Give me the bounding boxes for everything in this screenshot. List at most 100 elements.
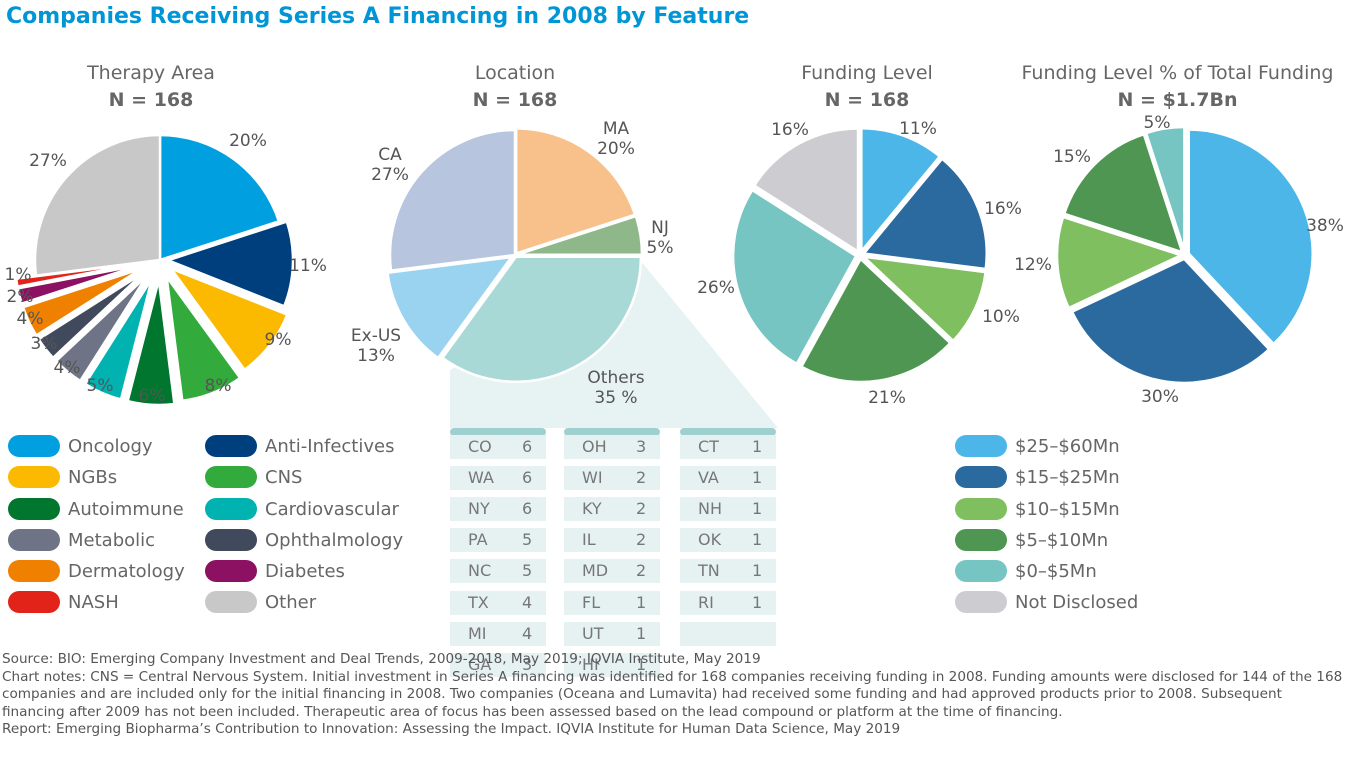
state-count: 1 xyxy=(752,530,763,550)
state-row: WI 2 xyxy=(564,466,660,491)
therapy-legend-item: Metabolic xyxy=(8,529,155,551)
state-name: TX xyxy=(468,592,489,612)
therapy-legend-swatch xyxy=(205,529,257,551)
state-name: KY xyxy=(582,499,602,519)
pie-slice-funding-total-4 xyxy=(1144,125,1186,252)
pie-slice-therapy-5 xyxy=(83,277,154,401)
therapy-legend-label: Oncology xyxy=(68,435,153,457)
pie-slice-therapy-0 xyxy=(158,133,281,262)
slice-label-therapy-5: 5% xyxy=(87,376,114,396)
therapy-legend-label: Metabolic xyxy=(68,529,156,551)
state-name: NY xyxy=(468,499,490,519)
slice-label-therapy-8: 4% xyxy=(17,309,44,329)
therapy-legend-item: NASH xyxy=(8,591,119,613)
footer-source: Source: BIO: Emerging Company Investment… xyxy=(2,651,761,667)
pie-slice-therapy-1 xyxy=(164,220,295,308)
therapy-legend-item: Anti-Infectives xyxy=(205,435,394,457)
state-row: HI 1 xyxy=(564,652,660,677)
therapy-legend-item: Autoimmune xyxy=(8,498,184,520)
state-count: 3 xyxy=(636,437,647,456)
slice-name-location-3: Ex-US xyxy=(351,326,401,346)
state-count: 6 xyxy=(522,437,533,456)
pie-slice-therapy-3 xyxy=(165,276,242,403)
pie-slice-funding-3 xyxy=(799,256,953,384)
therapy-legend-item: Diabetes xyxy=(205,560,345,582)
funding-legend-swatch xyxy=(955,560,1007,582)
therapy-legend-label: Dermatology xyxy=(68,560,185,582)
state-count: 2 xyxy=(636,561,647,581)
state-count: 6 xyxy=(522,499,533,519)
chart-title-location: Location xyxy=(474,62,556,84)
therapy-legend-label: Autoimmune xyxy=(68,498,184,520)
states-column-cap xyxy=(450,428,546,436)
slice-label-funding-1: 16% xyxy=(984,199,1022,219)
therapy-legend-swatch xyxy=(8,529,60,551)
state-name: VA xyxy=(698,468,719,488)
pie-slice-therapy-9 xyxy=(16,263,142,306)
chart-n-funding-total: N = $1.7Bn xyxy=(1117,89,1238,111)
funding-legend-item: $25–$60Mn xyxy=(955,435,1120,457)
state-name: IL xyxy=(582,530,596,550)
state-name: NH xyxy=(698,499,722,519)
chart-title-therapy: Therapy Area xyxy=(87,62,215,84)
state-count: 2 xyxy=(636,468,647,488)
state-row xyxy=(680,621,776,646)
slice-label-therapy-4: 6% xyxy=(139,386,166,406)
state-name: NC xyxy=(468,561,492,581)
state-count: 1 xyxy=(636,592,647,612)
therapy-legend-item: Dermatology xyxy=(8,560,185,582)
therapy-legend-swatch xyxy=(205,498,257,520)
slice-label-funding-total-3: 15% xyxy=(1053,147,1091,167)
state-name: OK xyxy=(698,530,722,550)
slice-label-therapy-11: 27% xyxy=(29,151,67,171)
state-count: 2 xyxy=(636,499,647,519)
pie-slice-funding-total-0 xyxy=(1187,128,1314,346)
pie-slice-location-2 xyxy=(440,255,643,383)
slice-name-location-4: CA xyxy=(378,145,402,165)
therapy-legend-label: Ophthalmology xyxy=(265,529,404,551)
pie-slice-location-1 xyxy=(516,214,644,256)
state-name: CO xyxy=(468,437,492,456)
therapy-legend-item: Ophthalmology xyxy=(205,529,403,551)
chart-n-location: N = 168 xyxy=(472,89,558,111)
state-count: 6 xyxy=(522,468,533,488)
therapy-legend-label: NASH xyxy=(68,591,119,613)
pie-slice-location-0 xyxy=(514,127,637,256)
state-count: 4 xyxy=(522,592,533,612)
therapy-legend-label: CNS xyxy=(265,466,303,488)
state-row: TN 1 xyxy=(680,559,776,584)
state-count: 2 xyxy=(636,530,647,550)
funding-legend-label: $25–$60Mn xyxy=(1015,435,1120,457)
therapy-legend-swatch xyxy=(8,498,60,520)
therapy-legend-swatch xyxy=(8,466,60,488)
pie-slice-therapy-6 xyxy=(54,274,149,383)
funding-legend-label: Not Disclosed xyxy=(1015,591,1139,613)
funding-legend-label: $10–$15Mn xyxy=(1015,498,1120,520)
therapy-legend-swatch xyxy=(205,560,257,582)
charts-canvas: 20%11%9%8%6%5%4%3%4%2%1%27%MA20%NJ5%Othe… xyxy=(5,113,1344,428)
state-row: CO 6 xyxy=(450,435,546,459)
slice-label-funding-3: 21% xyxy=(868,388,906,408)
state-count: 1 xyxy=(752,561,763,581)
state-row: CT 1 xyxy=(680,435,776,459)
slice-label-therapy-2: 9% xyxy=(265,330,292,350)
others-zoom-area xyxy=(450,260,778,428)
slice-label-funding-total-0: 38% xyxy=(1306,216,1344,236)
slice-label-funding-2: 10% xyxy=(982,307,1020,327)
slice-label-location-3: 13% xyxy=(357,346,395,366)
funding-legend-swatch xyxy=(955,498,1007,520)
state-count: 1 xyxy=(636,623,647,643)
slice-label-location-0: 20% xyxy=(597,139,635,159)
funding-legend-item: $5–$10Mn xyxy=(955,529,1108,551)
funding-legend-swatch xyxy=(955,529,1007,551)
pie-slice-funding-5 xyxy=(752,127,860,254)
slice-label-location-4: 27% xyxy=(371,165,409,185)
state-row: RI 1 xyxy=(680,590,776,615)
therapy-legend-swatch xyxy=(8,591,60,613)
funding-legend-item: $15–$25Mn xyxy=(955,466,1120,488)
slice-label-therapy-10: 1% xyxy=(5,265,32,285)
pie-slice-therapy-2 xyxy=(167,265,289,372)
pie-slice-funding-1 xyxy=(861,156,988,271)
pie-slice-funding-4 xyxy=(731,188,858,366)
chart-n-therapy: N = 168 xyxy=(108,89,194,111)
